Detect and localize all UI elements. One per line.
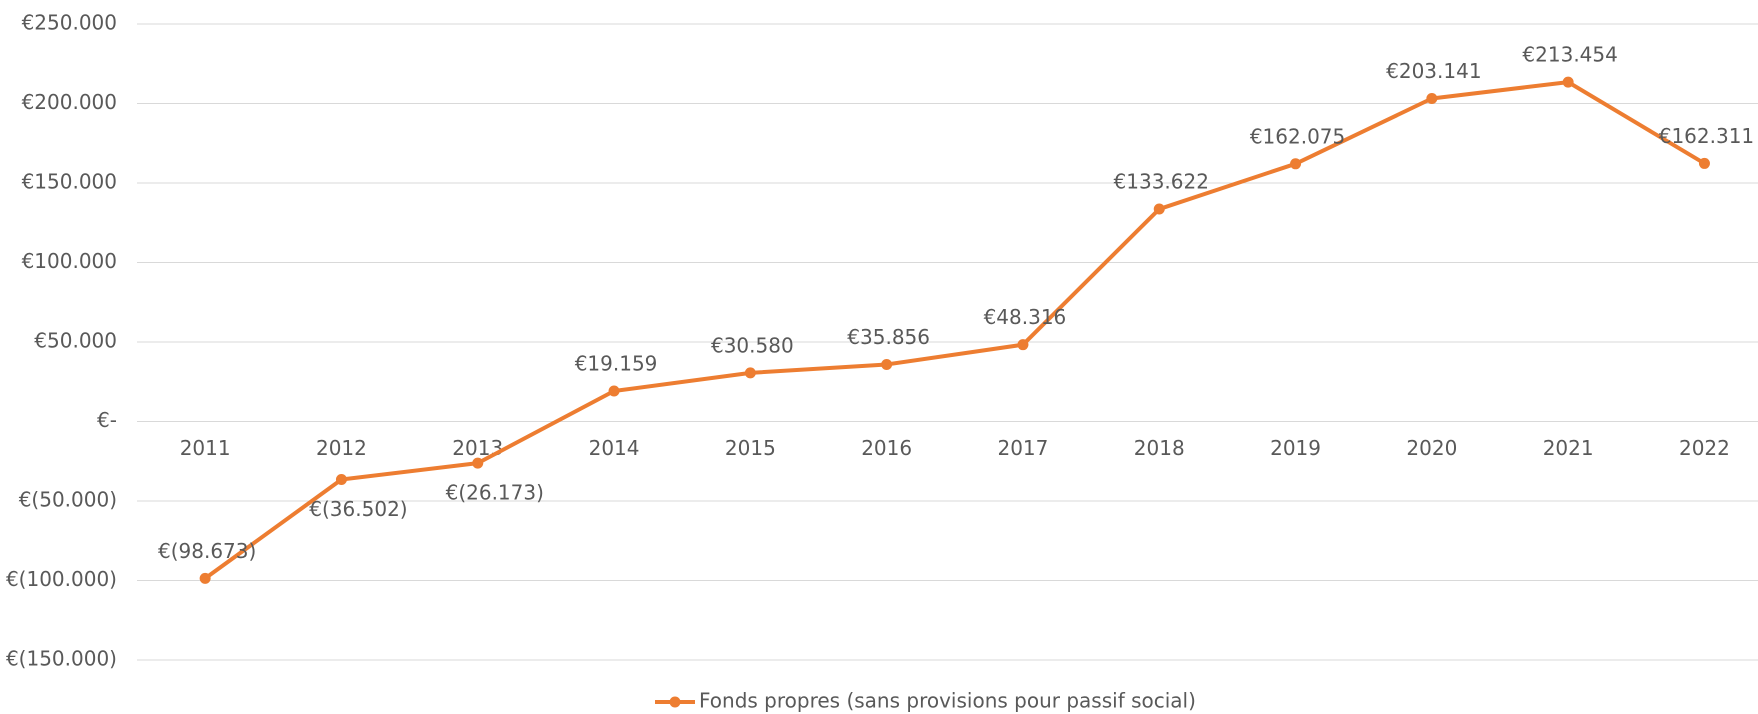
x-tick-label: 2011	[180, 436, 231, 460]
data-label: €35.856	[847, 325, 930, 349]
x-tick-label: 2019	[1270, 436, 1321, 460]
legend-label: Fonds propres (sans provisions pour pass…	[699, 689, 1196, 713]
data-label: €19.159	[575, 352, 658, 376]
y-tick-label: €50.000	[34, 329, 117, 353]
marker	[1153, 203, 1165, 215]
data-label: €203.141	[1386, 59, 1481, 83]
marker	[608, 385, 620, 397]
data-label: €(26.173)	[446, 481, 544, 505]
x-tick-label: 2022	[1679, 436, 1730, 460]
marker	[199, 572, 211, 584]
marker	[881, 358, 893, 370]
legend-marker	[669, 696, 681, 708]
x-tick-label: 2017	[997, 436, 1048, 460]
data-label: €213.454	[1522, 43, 1617, 67]
data-label: €30.580	[711, 333, 794, 357]
data-label: €133.622	[1114, 170, 1209, 194]
x-tick-label: 2021	[1543, 436, 1594, 460]
line	[203, 80, 1706, 581]
marker	[1290, 158, 1302, 170]
x-tick-label: 2013	[452, 436, 503, 460]
x-tick-label: 2020	[1406, 436, 1457, 460]
data-label: €162.075	[1250, 124, 1345, 148]
y-tick-label: €100.000	[22, 249, 117, 273]
data-label: €162.311	[1659, 124, 1754, 148]
marker	[1698, 157, 1710, 169]
data-label: €48.316	[984, 305, 1067, 329]
x-tick-label: 2018	[1134, 436, 1185, 460]
x-tick-label: 2012	[316, 436, 367, 460]
y-tick-label: €(50.000)	[19, 488, 117, 512]
marker	[1562, 76, 1574, 88]
x-tick-label: 2016	[861, 436, 912, 460]
y-tick-label: €150.000	[22, 170, 117, 194]
y-tick-label: €(100.000)	[6, 567, 117, 591]
marker	[335, 474, 347, 486]
x-tick-label: 2015	[725, 436, 776, 460]
y-tick-label: €(150.000)	[6, 647, 117, 671]
data-label: €(98.673)	[158, 539, 256, 563]
marker	[472, 457, 484, 469]
marker	[1426, 93, 1438, 105]
marker	[744, 367, 756, 379]
x-tick-label: 2014	[589, 436, 640, 460]
y-tick-label: €-	[97, 408, 117, 432]
data-label: €(36.502)	[309, 497, 407, 521]
y-tick-label: €200.000	[22, 90, 117, 114]
y-tick-label: €250.000	[22, 11, 117, 35]
marker	[1017, 339, 1029, 351]
